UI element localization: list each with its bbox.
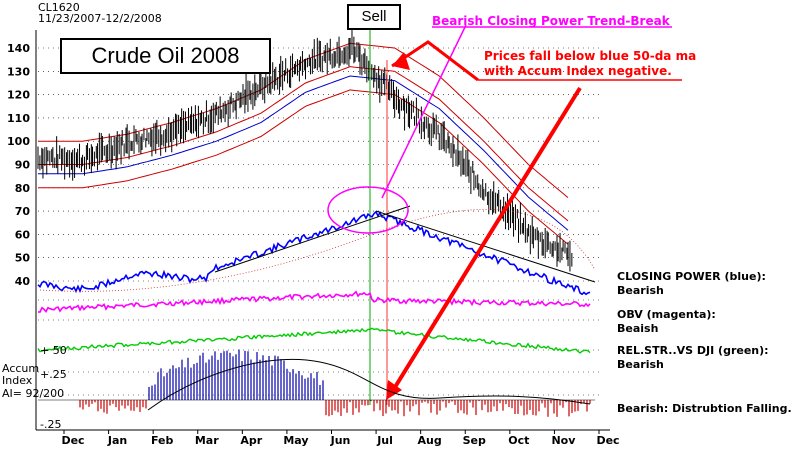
x-tick-jun-6: Jun (330, 434, 351, 447)
cp-ma (39, 209, 596, 292)
chart-title: Crude Oil 2008 (60, 38, 271, 74)
mid-band (38, 66, 569, 222)
x-tick-mar-3: Mar (195, 434, 219, 447)
y-tick-80: 80 (15, 182, 31, 195)
y-tick-100: 100 (7, 135, 30, 148)
y-tick-40: 40 (15, 275, 31, 288)
y-tick-50: 50 (15, 252, 31, 265)
accum-title-2: Index (2, 374, 33, 387)
red-arrow-to-accum (390, 86, 582, 394)
accum-ai: AI= 92/200 (2, 387, 65, 400)
breakdown-ellipse (327, 186, 409, 234)
accum-ma (147, 359, 591, 411)
rel-str-line (37, 327, 591, 354)
x-tick-may-5: May (283, 434, 308, 447)
symbol-label: CL1620 (38, 1, 80, 14)
lower-band (38, 89, 569, 245)
date-range-label: 11/23/2007-12/2/2008 (38, 12, 162, 25)
bearish-break-annotation: Bearish Closing Power Trend-Break (432, 14, 670, 28)
rel-str-label: REL.STR..VS DJI (green): (617, 344, 769, 357)
magenta-pointer (381, 24, 467, 199)
accum-title-1: Accum (2, 362, 40, 375)
sell-label: Sell (347, 4, 401, 30)
x-tick-apr-4: Apr (240, 434, 262, 447)
y-tick-60: 60 (15, 228, 31, 241)
rel-str-status: Bearish (617, 358, 664, 371)
cp-down-trendline (375, 210, 596, 283)
prices-fall-annotation-1: Prices fall below blue 50-da ma (484, 49, 697, 63)
minus-25-label: -.25 (40, 418, 62, 431)
x-tick-feb-2: Feb (151, 434, 174, 447)
x-tick-dec-0: Dec (61, 434, 84, 447)
x-tick-nov-11: Nov (551, 434, 576, 447)
x-tick-oct-10: Oct (508, 434, 529, 447)
obv-line (37, 290, 591, 314)
accum-status: Bearish: Distrubtion Falling. (617, 402, 792, 415)
closing-power-status: Bearish (617, 284, 664, 297)
x-tick-sep-9: Sep (463, 434, 486, 447)
obv-status: Beaish (617, 322, 659, 335)
y-tick-90: 90 (15, 159, 31, 172)
plus-50-label: + 50 (40, 344, 67, 357)
y-tick-110: 110 (7, 112, 30, 125)
x-tick-jan-1: Jan (107, 434, 127, 447)
prices-fall-annotation-2: with Accum Index negative. (484, 64, 672, 78)
plus-25-label: +.25 (40, 368, 67, 381)
x-tick-dec-12: Dec (596, 434, 619, 447)
ma50-line (38, 75, 569, 231)
x-tick-aug-8: Aug (418, 434, 442, 447)
red-arrowhead-price (392, 52, 410, 70)
cp-up-trendline (214, 205, 411, 273)
y-tick-130: 130 (7, 65, 30, 78)
x-tick-jul-7: Jul (376, 434, 393, 447)
y-tick-120: 120 (7, 89, 30, 102)
y-tick-140: 140 (7, 42, 30, 55)
closing-power-label: CLOSING POWER (blue): (617, 270, 766, 283)
obv-label: OBV (magenta): (617, 308, 716, 321)
closing-power-line (37, 210, 591, 296)
y-tick-70: 70 (15, 205, 31, 218)
red-arrowhead-accum (386, 380, 402, 400)
